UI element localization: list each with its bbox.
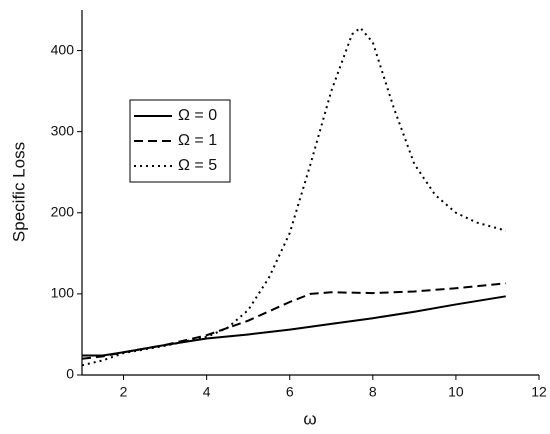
line-series xyxy=(82,295,506,357)
x-tick-label: 10 xyxy=(448,384,464,400)
legend-box xyxy=(129,99,231,183)
y-tick-label: 0 xyxy=(66,366,74,382)
x-tick-label: 6 xyxy=(286,384,294,400)
x-tick-label: 2 xyxy=(120,384,128,400)
y-tick-label: 300 xyxy=(51,122,75,138)
y-axis-label: Specific Loss xyxy=(9,142,28,242)
line-series xyxy=(81,26,507,367)
x-tick-label: 4 xyxy=(203,384,211,400)
y-tick-label: 100 xyxy=(51,285,75,301)
x-tick-label: 12 xyxy=(531,384,547,400)
x-axis-label: ω xyxy=(303,409,316,428)
y-tick-label: 400 xyxy=(51,41,75,57)
line-series xyxy=(81,282,506,360)
y-tick-label: 200 xyxy=(51,203,75,219)
legend-label: Ω = 1 xyxy=(178,132,217,149)
x-tick-label: 8 xyxy=(369,384,377,400)
legend-label: Ω = 5 xyxy=(178,157,217,174)
legend-label: Ω = 0 xyxy=(178,107,217,124)
